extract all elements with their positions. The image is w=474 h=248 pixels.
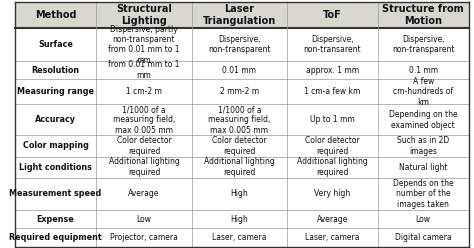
Text: Measuring range: Measuring range: [17, 87, 94, 96]
Text: High: High: [230, 189, 248, 198]
Bar: [15, 61, 468, 79]
Text: Color detector
required: Color detector required: [117, 136, 172, 156]
Text: Low: Low: [137, 215, 152, 224]
Text: Color detector
required: Color detector required: [212, 136, 267, 156]
Bar: [15, 135, 468, 156]
Text: Color detector
required: Color detector required: [305, 136, 360, 156]
Text: Expense: Expense: [36, 215, 74, 224]
Text: 0.1 mm: 0.1 mm: [409, 65, 438, 74]
Text: Average: Average: [128, 189, 160, 198]
Text: Additional lighting
required: Additional lighting required: [297, 157, 368, 177]
Text: 1/1000 of a
measuring field,
max 0.005 mm: 1/1000 of a measuring field, max 0.005 m…: [113, 105, 175, 135]
Text: Average: Average: [317, 215, 348, 224]
Text: Laser, camera: Laser, camera: [212, 233, 266, 242]
Text: Up to 1 mm: Up to 1 mm: [310, 116, 355, 124]
Text: Digital camera: Digital camera: [395, 233, 451, 242]
Text: Method: Method: [35, 10, 76, 20]
Text: from 0.01 mm to 1
mm: from 0.01 mm to 1 mm: [108, 60, 180, 80]
Text: Very high: Very high: [314, 189, 350, 198]
Text: A few
cm-hundreds of
km: A few cm-hundreds of km: [393, 77, 453, 107]
Text: Surface: Surface: [38, 40, 73, 49]
Text: 1 cm-a few km: 1 cm-a few km: [304, 87, 361, 96]
Bar: [15, 79, 468, 104]
Text: Additional lighting
required: Additional lighting required: [109, 157, 179, 177]
Text: Depending on the
examined object: Depending on the examined object: [389, 110, 457, 130]
Text: 0.01 mm: 0.01 mm: [222, 65, 256, 74]
Text: Required equipment: Required equipment: [9, 233, 102, 242]
Text: Resolution: Resolution: [31, 65, 80, 74]
Text: Laser, camera: Laser, camera: [305, 233, 360, 242]
Text: Dispersive,
non-transparent: Dispersive, non-transparent: [208, 35, 271, 54]
Bar: [15, 156, 468, 178]
Text: Dispersive, partly
non-transparent
from 0.01 mm to 1
mm: Dispersive, partly non-transparent from …: [108, 25, 180, 65]
Text: 1/1000 of a
measuring field,
max 0.005 mm: 1/1000 of a measuring field, max 0.005 m…: [208, 105, 271, 135]
Bar: [15, 29, 468, 61]
Text: Additional lighting
required: Additional lighting required: [204, 157, 275, 177]
Text: Light conditions: Light conditions: [19, 163, 92, 172]
Text: ToF: ToF: [323, 10, 342, 20]
Bar: [15, 104, 468, 135]
Text: Dispersive,
non-transarent: Dispersive, non-transarent: [303, 35, 361, 54]
Text: Laser
Triangulation: Laser Triangulation: [203, 4, 276, 26]
Text: Projector, camera: Projector, camera: [110, 233, 178, 242]
Text: 1 cm-2 m: 1 cm-2 m: [126, 87, 162, 96]
Text: Accuracy: Accuracy: [35, 116, 76, 124]
Bar: [15, 228, 468, 247]
Text: High: High: [230, 215, 248, 224]
Text: Such as in 2D
images: Such as in 2D images: [397, 136, 449, 156]
Text: Structure from
Motion: Structure from Motion: [383, 4, 464, 26]
Bar: [15, 178, 468, 210]
Text: Natural light: Natural light: [399, 163, 447, 172]
Text: 2 mm-2 m: 2 mm-2 m: [220, 87, 259, 96]
Bar: [15, 210, 468, 228]
Text: approx. 1 mm: approx. 1 mm: [306, 65, 359, 74]
Text: Dispersive,
non-transparent: Dispersive, non-transparent: [392, 35, 455, 54]
Bar: [15, 2, 468, 29]
Text: Depends on the
number of the
images taken: Depends on the number of the images take…: [393, 179, 454, 209]
Text: Structural
Lighting: Structural Lighting: [116, 4, 172, 26]
Text: Color mapping: Color mapping: [23, 142, 89, 151]
Text: Low: Low: [416, 215, 431, 224]
Text: Measurement speed: Measurement speed: [9, 189, 101, 198]
